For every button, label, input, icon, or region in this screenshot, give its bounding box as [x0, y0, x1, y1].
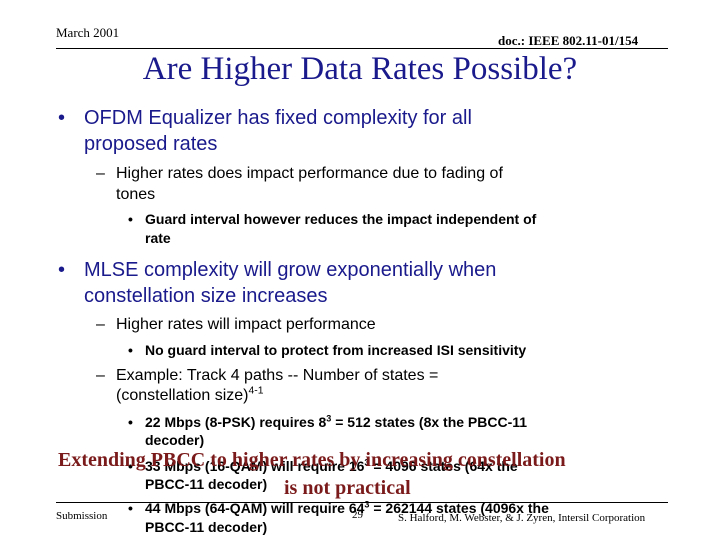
bullet-1-1-line-1: Higher rates does impact performance due… — [116, 165, 503, 182]
bullet-2-1: Higher rates will impact performance — [116, 316, 376, 333]
bullet-2-2-2-line-1: 33 Mbps (16-QAM) will require 163 = 4096… — [145, 457, 518, 474]
header-doc-id: doc.: IEEE 802.11-01/154 — [498, 33, 639, 48]
overlay-callout-line-1: Extending PBCC to higher rates by increa… — [58, 449, 566, 471]
sub-sub-bullet-dot: • — [128, 458, 133, 474]
header-rule — [56, 48, 668, 49]
overlay-callout-line-2: is not practical — [284, 477, 411, 499]
bullet-1-1-1-line-1: Guard interval however reduces the impac… — [145, 211, 537, 227]
sub-sub-bullet-dot: • — [128, 211, 133, 227]
footer-authors: S. Halford, M. Webster, & J. Zyren, Inte… — [398, 512, 646, 524]
bullet-dot: • — [58, 259, 66, 281]
bullet-2-1-1: No guard interval to protect from increa… — [145, 342, 527, 358]
header-date: March 2001 — [56, 25, 120, 40]
sub-sub-bullet-dot: • — [128, 500, 133, 516]
bullet-1-line-2: proposed rates — [84, 133, 218, 155]
footer-page-number: 29 — [352, 509, 363, 521]
sub-sub-bullet-dot: • — [128, 342, 133, 358]
sub-sub-bullet-dot: • — [128, 414, 133, 430]
bullet-2-2-1-line-2: decoder) — [145, 432, 205, 448]
sub-bullet-dash: – — [96, 367, 105, 384]
bullet-1-1-1-line-2: rate — [145, 230, 171, 246]
bullet-2-line-1: MLSE complexity will grow exponentially … — [84, 259, 497, 281]
bullet-2-line-2: constellation size increases — [84, 285, 328, 307]
bullet-2-2-line-1: Example: Track 4 paths -- Number of stat… — [116, 367, 439, 384]
bullet-2-2-1-line-1: 22 Mbps (8-PSK) requires 83 = 512 states… — [145, 413, 528, 430]
sub-bullet-dash: – — [96, 165, 105, 182]
bullet-1-1-line-2: tones — [116, 186, 156, 203]
footer-submission: Submission — [56, 510, 108, 522]
sub-bullet-dash: – — [96, 316, 105, 333]
bullet-1-line-1: OFDM Equalizer has fixed complexity for … — [84, 107, 472, 129]
footer-rule — [56, 502, 668, 503]
bullet-2-2-line-2: (constellation size)4-1 — [116, 385, 264, 404]
bullet-dot: • — [58, 107, 66, 129]
bullet-2-2-3-line-1: 44 Mbps (64-QAM) will require 643 = 2621… — [145, 499, 549, 516]
bullet-2-2-2-line-2: PBCC-11 decoder) — [145, 476, 268, 492]
slide-title: Are Higher Data Rates Possible? — [142, 51, 578, 87]
bullet-2-2-3-line-2: PBCC-11 decoder) — [145, 519, 268, 535]
